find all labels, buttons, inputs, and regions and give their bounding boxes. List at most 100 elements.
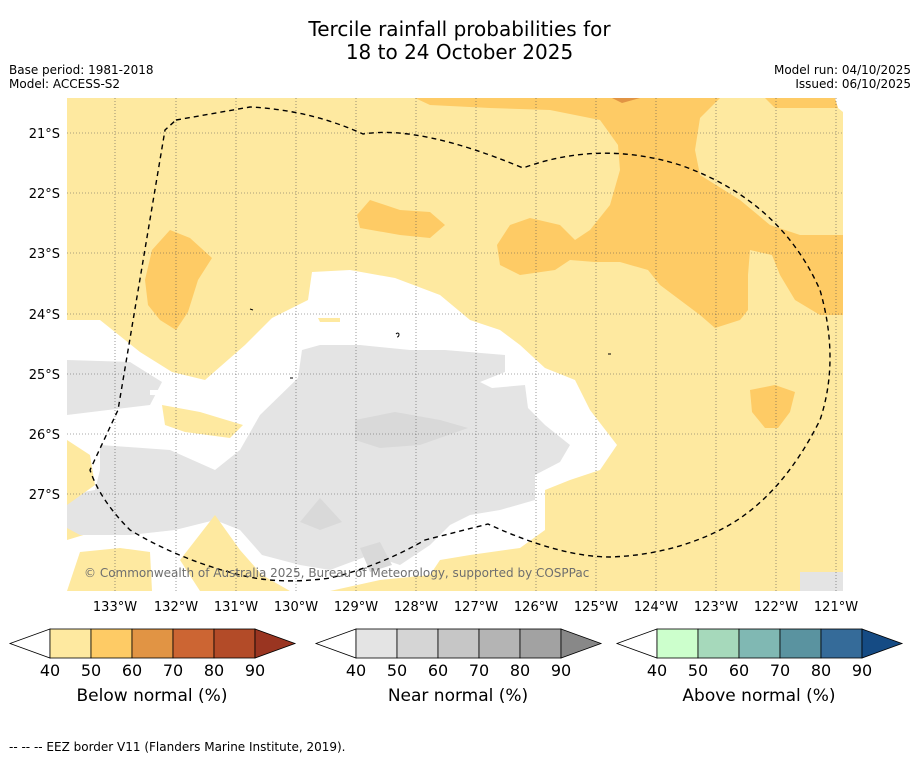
colorbar-swatch [478,628,521,659]
colorbar-swatch [213,628,256,659]
lon-label: 123°W [694,600,738,615]
colorbar-tick: 70 [469,661,489,680]
colorbar-extend-low [314,628,357,659]
lon-label: 133°W [93,600,137,615]
colorbar-swatch [779,628,822,659]
below-40-west [67,440,95,505]
model-name: Model: ACCESS-S2 [9,77,121,91]
colorbar-tick: 40 [346,661,366,680]
below-normal-label: Below normal (%) [76,686,228,706]
below-40-south-2 [180,515,290,591]
eez-footnote: -- -- -- EEZ border V11 (Flanders Marine… [9,740,346,754]
colorbar-swatch [820,628,863,659]
colorbar-tick: 50 [387,661,407,680]
longitude-labels: 133°W 132°W 131°W 130°W 129°W 128°W 127°… [93,600,858,615]
lon-label: 125°W [574,600,618,615]
meta-right: Model run: 04/10/2025 Issued: 06/10/2025 [774,63,911,91]
colorbar-tick: 80 [811,661,831,680]
below-50-center [357,200,445,238]
colorbar-swatch [519,628,562,659]
colorbar-extend-high [254,628,297,659]
colorbar-swatch [172,628,215,659]
colorbar-swatch [697,628,740,659]
lon-label: 121°W [814,600,858,615]
lon-label: 131°W [214,600,258,615]
colorbar-tick: 90 [551,661,571,680]
colorbar-tick: 40 [40,661,60,680]
lon-label: 127°W [454,600,498,615]
near-normal-colorbar: 40 50 60 70 80 90 [314,628,603,680]
colorbar-tick: 50 [81,661,101,680]
colorbar-swatch [131,628,174,659]
island-marker [395,332,400,338]
colorbar-swatch [738,628,781,659]
lon-label: 132°W [154,600,198,615]
colorbar-swatch [396,628,439,659]
issued-date: Issued: 06/10/2025 [795,77,911,91]
below-50-southeast [750,385,795,428]
meta-left: Base period: 1981-2018 Model: ACCESS-S2 [9,63,154,91]
neutral-corner [835,98,843,112]
colorbar-tick: 70 [163,661,183,680]
lon-label: 126°W [514,600,558,615]
lon-label: 128°W [394,600,438,615]
above-normal-label: Above normal (%) [682,686,836,706]
colorbar-tick: 80 [510,661,530,680]
below-40-patch [162,405,243,438]
lon-label: 122°W [754,600,798,615]
neutral-strip [150,390,230,396]
colorbar-tick: 80 [204,661,224,680]
colorbar-tick: 70 [770,661,790,680]
colorbar-swatch [90,628,133,659]
colorbar-extend-high [560,628,603,659]
lat-label: 27°S [29,488,60,503]
lon-label: 130°W [274,600,318,615]
near-normal-region [67,345,843,591]
colorbar-tick: 60 [729,661,749,680]
lat-label: 25°S [29,368,60,383]
below-50-west [145,230,212,330]
colorbar-tick: 60 [122,661,142,680]
near-shade-3 [360,542,392,572]
colorbar-swatch [437,628,480,659]
latitude-labels: 21°S 22°S 23°S 24°S 25°S 26°S 27°S [29,127,60,503]
colorbar-extend-low [8,628,51,659]
below-normal-colorbar: 40 50 60 70 80 90 [8,628,297,680]
model-run: Model run: 04/10/2025 [773,63,911,77]
colorbar-extend-low [615,628,658,659]
above-normal-colorbar: 40 50 60 70 80 90 [615,628,904,680]
lon-label: 124°W [634,600,678,615]
base-period: Base period: 1981-2018 [9,63,154,77]
map-title: Tercile rainfall probabilities for 18 to… [0,18,919,64]
near-shade-1 [355,412,468,448]
below-40-speck [318,318,340,322]
map-area: © Commonwealth of Australia 2025, Bureau… [67,98,843,591]
below-50-northeast [415,98,843,328]
lat-label: 23°S [29,247,60,262]
lat-label: 22°S [29,187,60,202]
near-shade-2 [300,498,342,530]
colorbar-swatch [49,628,92,659]
graticule [67,98,843,591]
colorbars: 40 50 60 70 80 90 40 50 60 70 80 90 40 50 60 70 80 90 [8,628,904,680]
colorbar-extend-high [861,628,904,659]
title-line-1: Tercile rainfall probabilities for [308,17,611,41]
copyright-notice: © Commonwealth of Australia 2025, Bureau… [84,566,589,580]
lat-label: 26°S [29,428,60,443]
colorbar-swatch [656,628,699,659]
below-40-south-1 [67,548,152,591]
colorbar-tick: 60 [428,661,448,680]
near-normal-label: Near normal (%) [387,686,529,706]
colorbar-swatch [355,628,398,659]
lon-label: 129°W [334,600,378,615]
colorbar-tick: 40 [647,661,667,680]
colorbar-tick: 90 [245,661,265,680]
lat-label: 24°S [29,308,60,323]
title-line-2: 18 to 24 October 2025 [345,40,574,64]
below-60-patch [612,98,640,103]
colorbar-tick: 50 [688,661,708,680]
colorbar-tick: 90 [852,661,872,680]
lat-label: 21°S [29,127,60,142]
island-marker [249,308,254,311]
